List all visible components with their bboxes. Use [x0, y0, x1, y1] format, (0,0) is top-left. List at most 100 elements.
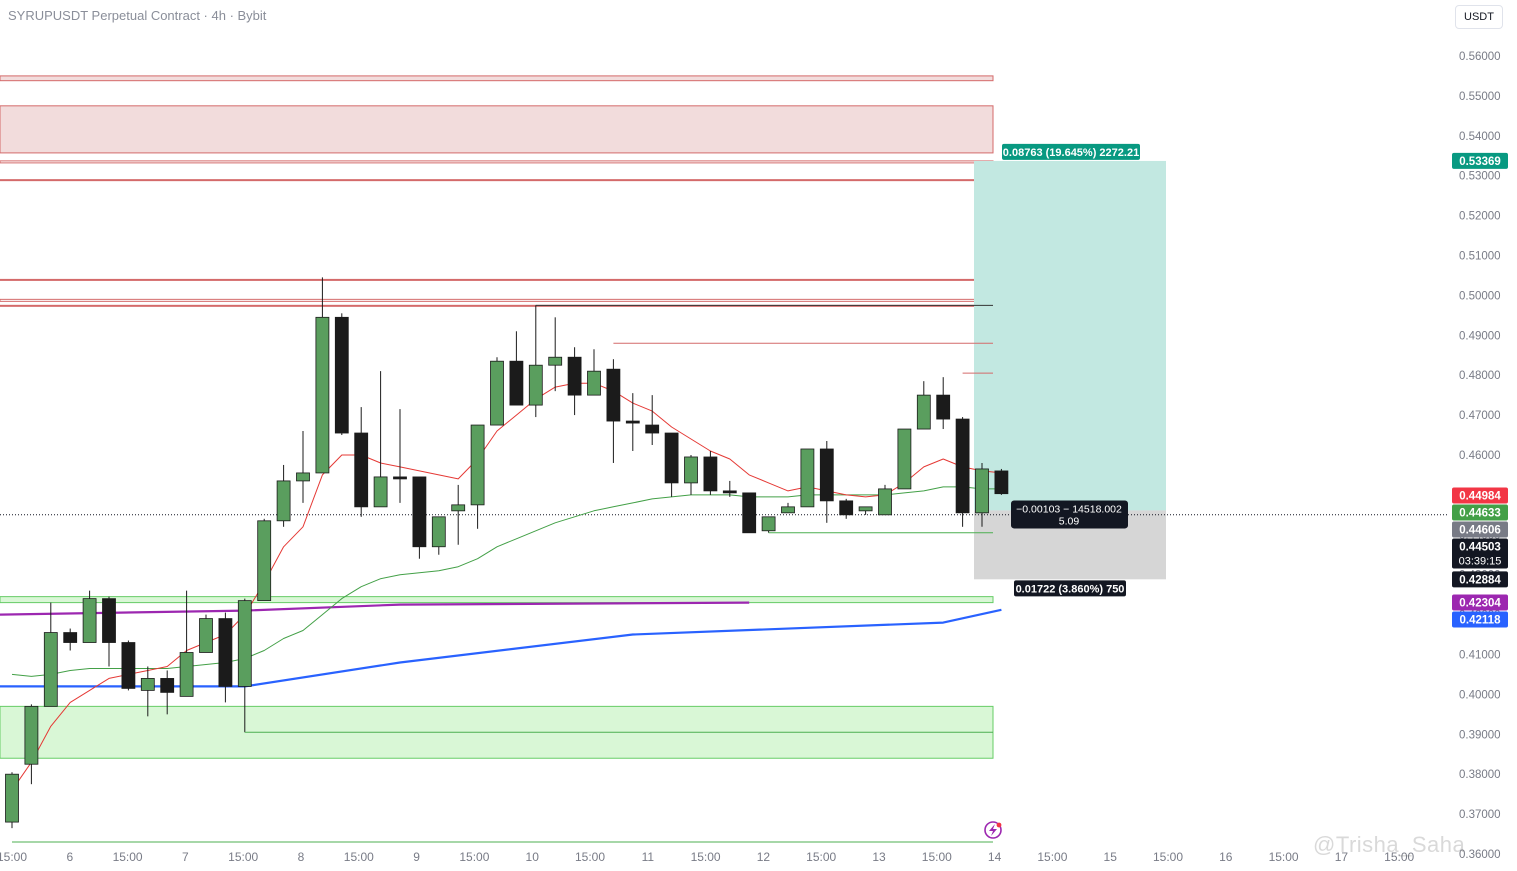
- candle: [43, 602, 58, 707]
- candle: [431, 516, 446, 555]
- candle-body: [373, 476, 388, 508]
- x-tick-label: 8: [298, 850, 305, 864]
- candle: [936, 377, 951, 430]
- icons: [984, 821, 1002, 839]
- candle-body: [218, 618, 233, 687]
- candle-body: [334, 316, 349, 434]
- target-label-bg: [1002, 143, 1140, 160]
- candle-body: [781, 506, 795, 514]
- price-label: 0.44633: [1452, 504, 1508, 521]
- ma-blue-line: [0, 608, 1002, 688]
- candle: [315, 277, 330, 474]
- candle-body: [858, 506, 873, 512]
- candle-body: [179, 652, 194, 697]
- candles: [5, 277, 1009, 829]
- zone-red: [0, 75, 994, 82]
- candle-body: [587, 370, 601, 396]
- candle: [490, 357, 504, 426]
- candle-body: [761, 516, 776, 532]
- price-label-bg: [1452, 504, 1508, 521]
- y-tick-label: 0.46000: [1459, 450, 1501, 462]
- candle-body: [276, 480, 291, 522]
- price-label-text: 0.44633: [1459, 508, 1501, 520]
- x-tick-label: 9: [413, 850, 420, 864]
- currency-unit-button[interactable]: USDT: [1455, 5, 1503, 29]
- price-label-text: 0.42118: [1460, 614, 1502, 626]
- candle: [684, 454, 698, 495]
- candle-body: [393, 476, 407, 480]
- candle-body: [742, 492, 757, 534]
- level-lines: 0.08763 (19.645%) 2272.21 0.01722 (3.860%…: [12, 143, 1140, 843]
- candle: [897, 428, 912, 490]
- candle-body: [121, 642, 136, 689]
- y-tick-label: 0.55000: [1459, 91, 1501, 103]
- candle: [334, 313, 349, 436]
- lightning-icon[interactable]: [984, 821, 1002, 839]
- x-tick-label: 11: [642, 850, 655, 864]
- price-label: 0.44606: [1452, 521, 1508, 538]
- ema-green-line: [11, 486, 1002, 677]
- candle: [5, 772, 19, 829]
- candle: [839, 498, 854, 519]
- x-tick-label: 7: [182, 850, 189, 864]
- position-info-bg: [1011, 500, 1128, 529]
- candle: [451, 484, 466, 545]
- candle: [179, 590, 194, 697]
- candle-body: [237, 600, 252, 687]
- notification-dot-icon: [996, 822, 1002, 828]
- target-label-text: 0.08763 (19.645%) 2272.21: [1003, 147, 1139, 159]
- price-label-text: 0.44984: [1459, 491, 1501, 503]
- candle: [237, 598, 252, 733]
- candle: [296, 431, 310, 503]
- candle-body: [102, 598, 116, 643]
- candle: [102, 596, 116, 667]
- candle: [994, 468, 1009, 495]
- y-tick-label: 0.38000: [1459, 769, 1501, 781]
- candle: [742, 492, 757, 534]
- candle-body: [722, 490, 737, 494]
- zone-green: [0, 596, 994, 604]
- price-labels: 0.53369 0.44984 0.44633 0.44606 0.44503 03:39…: [1452, 152, 1508, 628]
- x-tick-label: 10: [526, 850, 540, 864]
- x-tick-label: 16: [1219, 850, 1233, 864]
- y-tick-label: 0.41000: [1459, 649, 1501, 661]
- candle-body: [819, 448, 834, 502]
- candle-body: [296, 472, 310, 482]
- position-info-line1: −0.00103 − 14518.002: [1016, 503, 1122, 515]
- x-tick-label: 15:00: [575, 850, 605, 864]
- candle-body: [63, 632, 78, 643]
- y-tick-label: 0.48000: [1459, 370, 1501, 382]
- countdown-text: 03:39:15: [1459, 556, 1502, 568]
- candle: [587, 349, 601, 396]
- y-tick-label: 0.49000: [1459, 330, 1501, 342]
- candle: [373, 371, 388, 508]
- candle: [121, 640, 136, 691]
- candle-body: [490, 360, 504, 426]
- lightning-icon-bolt: [989, 824, 997, 836]
- x-tick-label: 15:00: [806, 850, 836, 864]
- candle-body: [43, 632, 58, 707]
- price-label-bg: [1452, 487, 1508, 504]
- candle: [509, 331, 524, 406]
- price-label-text: 0.42884: [1459, 574, 1501, 586]
- candle-body: [878, 488, 892, 516]
- candle-body: [897, 428, 912, 490]
- target-zone: [974, 160, 1166, 511]
- candle: [528, 305, 543, 418]
- position-tool: [0, 160, 1448, 580]
- price-label-text: 0.53369: [1459, 156, 1501, 168]
- candle: [645, 395, 660, 445]
- zone-red: [0, 298, 994, 302]
- candle-body: [684, 456, 698, 484]
- x-tick-label: 17: [1335, 850, 1349, 864]
- candle-body: [625, 420, 640, 424]
- stop-label: 0.01722 (3.860%) 750: [1014, 580, 1126, 597]
- x-tick-label: 15:00: [459, 850, 489, 864]
- y-tick-label: 0.39000: [1459, 729, 1501, 741]
- stop-label-text: 0.01722 (3.860%) 750: [1016, 583, 1125, 595]
- moving-averages: [0, 382, 1002, 791]
- candle-body: [664, 432, 679, 484]
- watermark-text: @Trisha_Saha: [1313, 832, 1466, 857]
